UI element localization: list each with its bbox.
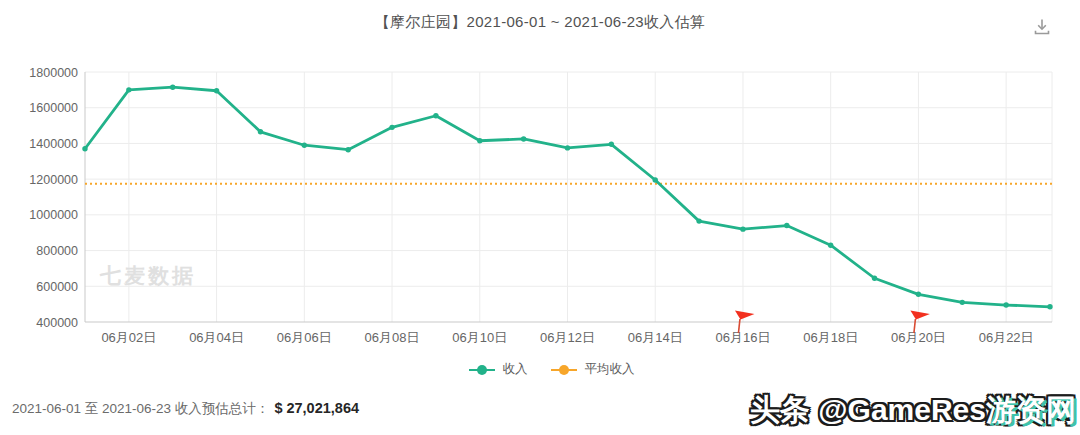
chart-legend: 收入 平均收入 xyxy=(11,361,1080,378)
svg-text:1600000: 1600000 xyxy=(29,101,78,115)
gridlines xyxy=(85,72,1052,322)
svg-text:06月06日: 06月06日 xyxy=(277,330,332,345)
watermark-prefix: 头条 @GameRes xyxy=(750,393,986,426)
legend-item-average[interactable]: 平均收入 xyxy=(550,361,635,378)
legend-marker-revenue xyxy=(468,364,496,376)
legend-marker-average xyxy=(550,364,578,376)
svg-text:06月18日: 06月18日 xyxy=(803,330,858,345)
x-axis-labels: 06月02日 06月04日 06月06日 06月08日 06月10日 06月12日 06月1… xyxy=(101,330,1033,345)
legend-label-average: 平均收入 xyxy=(585,361,635,378)
qimai-watermark: 七麦数据 xyxy=(99,264,196,287)
toutiao-watermark: 头条 @GameRes游资网 xyxy=(750,390,1076,431)
svg-text:06月22日: 06月22日 xyxy=(979,330,1034,345)
svg-text:06月04日: 06月04日 xyxy=(189,330,244,345)
svg-text:800000: 800000 xyxy=(36,244,78,258)
svg-text:06月02日: 06月02日 xyxy=(101,330,156,345)
summary-label: 2021-06-01 至 2021-06-23 收入预估总计： xyxy=(12,401,269,416)
y-axis-labels: 400000 600000 800000 1000000 1200000 1400000 1… xyxy=(29,66,78,330)
summary-value: $ 27,021,864 xyxy=(274,400,359,416)
chart-canvas[interactable]: 七麦数据 400000 600000 800000 1000000 1200000 1400… xyxy=(0,0,1080,360)
svg-text:06月10日: 06月10日 xyxy=(452,330,507,345)
svg-text:06月16日: 06月16日 xyxy=(715,330,770,345)
svg-text:06月08日: 06月08日 xyxy=(365,330,420,345)
svg-text:06月14日: 06月14日 xyxy=(628,330,683,345)
svg-text:06月12日: 06月12日 xyxy=(540,330,595,345)
axes xyxy=(85,72,1052,322)
svg-text:400000: 400000 xyxy=(36,316,78,330)
svg-text:600000: 600000 xyxy=(36,280,78,294)
svg-text:1000000: 1000000 xyxy=(29,208,78,222)
watermark-accent: 游资网 xyxy=(986,393,1076,426)
summary-total: 2021-06-01 至 2021-06-23 收入预估总计： $ 27,021,… xyxy=(12,400,359,418)
svg-text:1200000: 1200000 xyxy=(29,173,78,187)
svg-text:1400000: 1400000 xyxy=(29,137,78,151)
legend-item-revenue[interactable]: 收入 xyxy=(468,361,528,378)
svg-text:1800000: 1800000 xyxy=(29,66,78,80)
legend-label-revenue: 收入 xyxy=(503,361,528,378)
svg-text:06月20日: 06月20日 xyxy=(891,330,946,345)
